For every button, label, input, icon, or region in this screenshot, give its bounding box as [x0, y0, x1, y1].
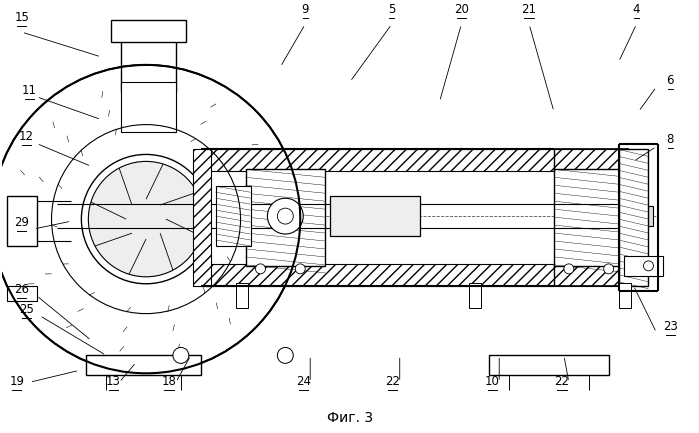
Circle shape: [173, 347, 189, 363]
Text: 4: 4: [633, 3, 640, 16]
Polygon shape: [489, 355, 609, 375]
Text: 24: 24: [296, 375, 311, 388]
Polygon shape: [7, 286, 36, 301]
Bar: [330, 196, 419, 236]
Circle shape: [295, 264, 305, 274]
Text: 29: 29: [14, 216, 29, 229]
Bar: [470, 283, 482, 307]
Circle shape: [644, 261, 654, 271]
Text: 25: 25: [20, 303, 34, 316]
Polygon shape: [624, 256, 663, 276]
Bar: [245, 169, 325, 266]
Circle shape: [0, 65, 301, 373]
Polygon shape: [111, 20, 186, 42]
Text: 15: 15: [14, 11, 29, 24]
Text: 26: 26: [14, 283, 29, 296]
Text: 10: 10: [485, 375, 500, 388]
Polygon shape: [201, 264, 628, 286]
Text: 18: 18: [161, 375, 176, 388]
Text: 23: 23: [663, 320, 678, 333]
Bar: [554, 169, 628, 266]
Text: 20: 20: [454, 3, 469, 16]
Text: 13: 13: [106, 375, 121, 388]
Bar: [121, 82, 176, 132]
Text: 22: 22: [385, 375, 401, 388]
Text: 22: 22: [554, 375, 570, 388]
Bar: [619, 283, 630, 307]
Text: 12: 12: [19, 130, 34, 143]
Text: 19: 19: [9, 375, 24, 388]
Text: 11: 11: [22, 84, 37, 97]
Bar: [236, 283, 247, 307]
Text: 21: 21: [521, 3, 537, 16]
Bar: [193, 149, 210, 286]
Text: 8: 8: [667, 133, 674, 146]
Polygon shape: [7, 196, 36, 246]
Text: Фиг. 3: Фиг. 3: [327, 411, 373, 425]
Text: 6: 6: [667, 74, 674, 87]
Polygon shape: [87, 355, 201, 375]
Text: 5: 5: [388, 3, 396, 16]
Circle shape: [256, 264, 266, 274]
Bar: [216, 186, 250, 246]
Circle shape: [268, 198, 303, 234]
Bar: [619, 149, 649, 286]
Circle shape: [564, 264, 574, 274]
Circle shape: [88, 162, 203, 277]
Bar: [628, 206, 654, 226]
Circle shape: [278, 208, 294, 224]
Circle shape: [81, 155, 210, 284]
Text: 9: 9: [301, 3, 309, 16]
Circle shape: [278, 347, 294, 363]
Polygon shape: [201, 149, 628, 171]
Circle shape: [604, 264, 614, 274]
